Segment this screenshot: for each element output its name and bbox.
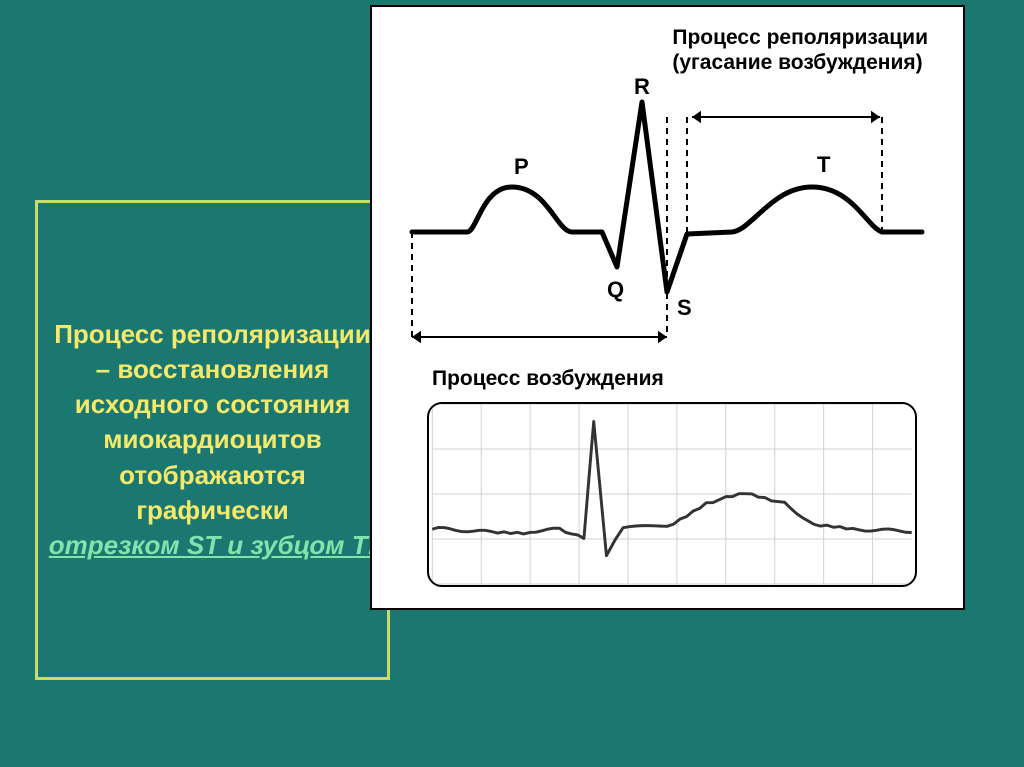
svg-text:P: P bbox=[514, 154, 529, 179]
diagram-panel: Процесс реполяризации (угасание возбужде… bbox=[370, 5, 965, 610]
title-line-1: Процесс реполяризации bbox=[672, 26, 928, 49]
svg-text:Q: Q bbox=[607, 277, 624, 302]
diagram-title: Процесс реполяризации (угасание возбужде… bbox=[672, 25, 928, 75]
emphasis-text: отрезком ST и зубцом Т: bbox=[49, 530, 377, 560]
text-content: Процесс реполяризации – восстановления и… bbox=[48, 317, 377, 563]
svg-text:S: S bbox=[677, 295, 692, 320]
oscilloscope-trace bbox=[429, 404, 915, 585]
main-text: Процесс реполяризации – восстановления и… bbox=[54, 319, 371, 524]
svg-text:T: T bbox=[817, 152, 831, 177]
ecg-waveform: P Q R S T bbox=[402, 72, 932, 352]
svg-text:R: R bbox=[634, 74, 650, 99]
text-panel: Процесс реполяризации – восстановления и… bbox=[35, 200, 390, 680]
oscilloscope-box bbox=[427, 402, 917, 587]
excitation-label: Процесс возбуждения bbox=[432, 367, 664, 391]
title-line-2: (угасание возбуждения) bbox=[672, 51, 922, 74]
